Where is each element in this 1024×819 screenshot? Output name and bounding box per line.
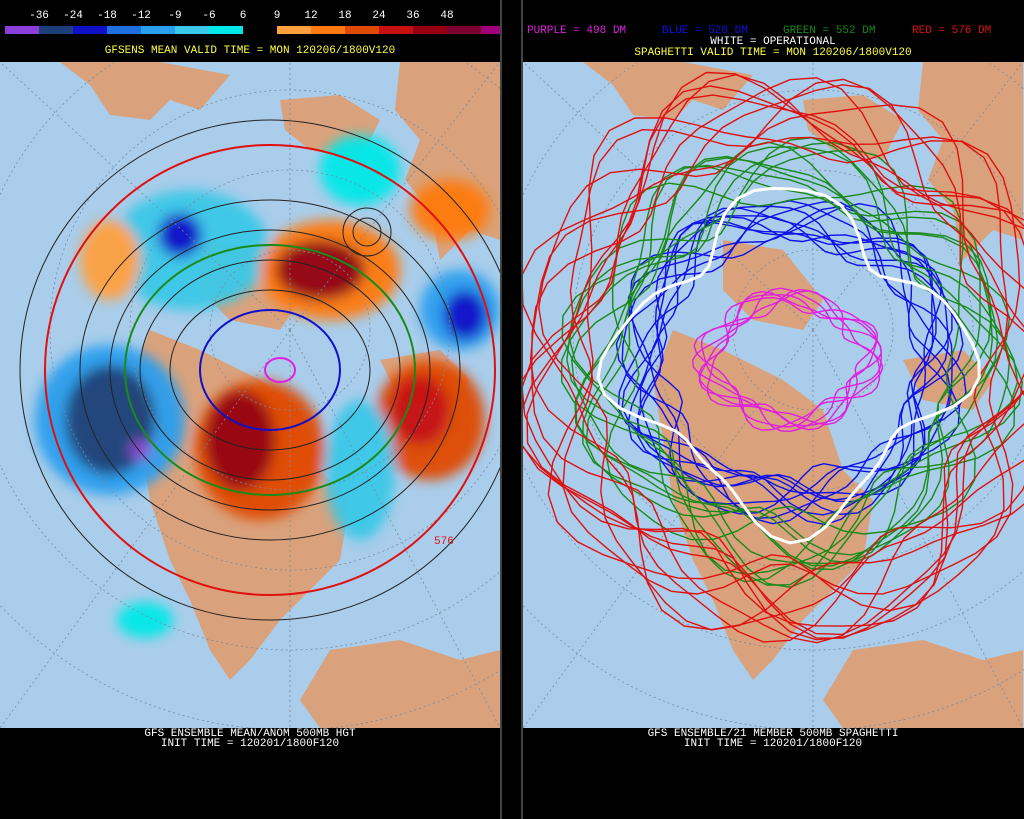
right-footer: GFS ENSEMBLE/21 MEMBER 500MB SPAGHETTI — [648, 728, 899, 740]
right-title: SPAGHETTI VALID TIME = MON 120206/1800V1… — [634, 47, 911, 59]
legend-label: -36 — [29, 10, 49, 22]
legend-label: 6 — [240, 10, 247, 22]
spaghetti-contour — [701, 290, 884, 428]
spaghetti-contour — [596, 186, 981, 545]
spaghetti-contour — [562, 128, 1014, 595]
divider — [500, 0, 502, 819]
spaghetti-contour — [561, 146, 1019, 589]
legend-label: 18 — [338, 10, 351, 22]
left-panel: -36 -24 -18 -12 -9 -6 6 9 12 18 24 36 48 GFSENS MEAN… — [0, 10, 500, 750]
key-red: RED = 576 DM — [912, 25, 991, 37]
left-title: GFSENS MEAN VALID TIME = MON 120206/1800… — [105, 45, 395, 57]
spaghetti-contour — [531, 77, 1024, 644]
spaghetti-contour — [523, 85, 1024, 639]
key-green: GREEN = 552 DM — [783, 25, 875, 37]
divider — [521, 0, 523, 819]
left-map: 576 — [0, 62, 500, 728]
spaghetti-contour — [693, 288, 881, 431]
key-white: WHITE = OPERATIONAL — [710, 36, 835, 48]
legend-label: -18 — [97, 10, 117, 22]
spaghetti-contour — [617, 205, 964, 526]
spaghetti-contour — [691, 287, 883, 433]
spaghetti-contour — [574, 157, 999, 571]
legend-label: 36 — [406, 10, 419, 22]
right-footer: INIT TIME = 120201/1800F120 — [684, 738, 862, 750]
spaghetti-contour — [621, 201, 967, 525]
left-footer: GFS ENSEMBLE MEAN/ANOM 500MB HGT — [144, 728, 356, 740]
left-footer: INIT TIME = 120201/1800F120 — [161, 738, 339, 750]
spaghetti-contour — [523, 78, 1024, 631]
key-purple: PURPLE = 498 DM — [527, 25, 626, 37]
spaghetti-contour — [582, 164, 992, 564]
legend-label: -12 — [131, 10, 151, 22]
right-map — [523, 62, 1024, 728]
key-blue: BLUE = 528 DM — [662, 25, 748, 37]
spaghetti-contour — [698, 294, 882, 431]
legend-label: 9 — [274, 10, 281, 22]
spaghetti-contour — [585, 165, 981, 556]
legend-label: -6 — [202, 10, 215, 22]
spaghetti-contour — [615, 200, 953, 519]
contour-label: 576 — [434, 536, 454, 548]
legend-label: -24 — [63, 10, 83, 22]
spaghetti-contour — [538, 104, 1024, 631]
right-panel: PURPLE = 498 DM BLUE = 528 DM GREEN = 55… — [523, 25, 1024, 750]
spaghetti-contour — [561, 136, 1011, 576]
spaghetti-contour — [570, 141, 1011, 565]
legend-label: 48 — [440, 10, 453, 22]
color-legend: -36 -24 -18 -12 -9 -6 6 9 12 18 24 36 48 — [5, 10, 500, 34]
spaghetti-contour — [698, 290, 878, 427]
spaghetti-contour — [629, 202, 961, 515]
spaghetti-contour — [568, 149, 1016, 583]
legend-label: 12 — [304, 10, 317, 22]
spaghetti-contour — [706, 296, 878, 426]
legend-label: -9 — [168, 10, 181, 22]
spaghetti-contour — [529, 84, 1024, 643]
legend-label: 24 — [372, 10, 386, 22]
